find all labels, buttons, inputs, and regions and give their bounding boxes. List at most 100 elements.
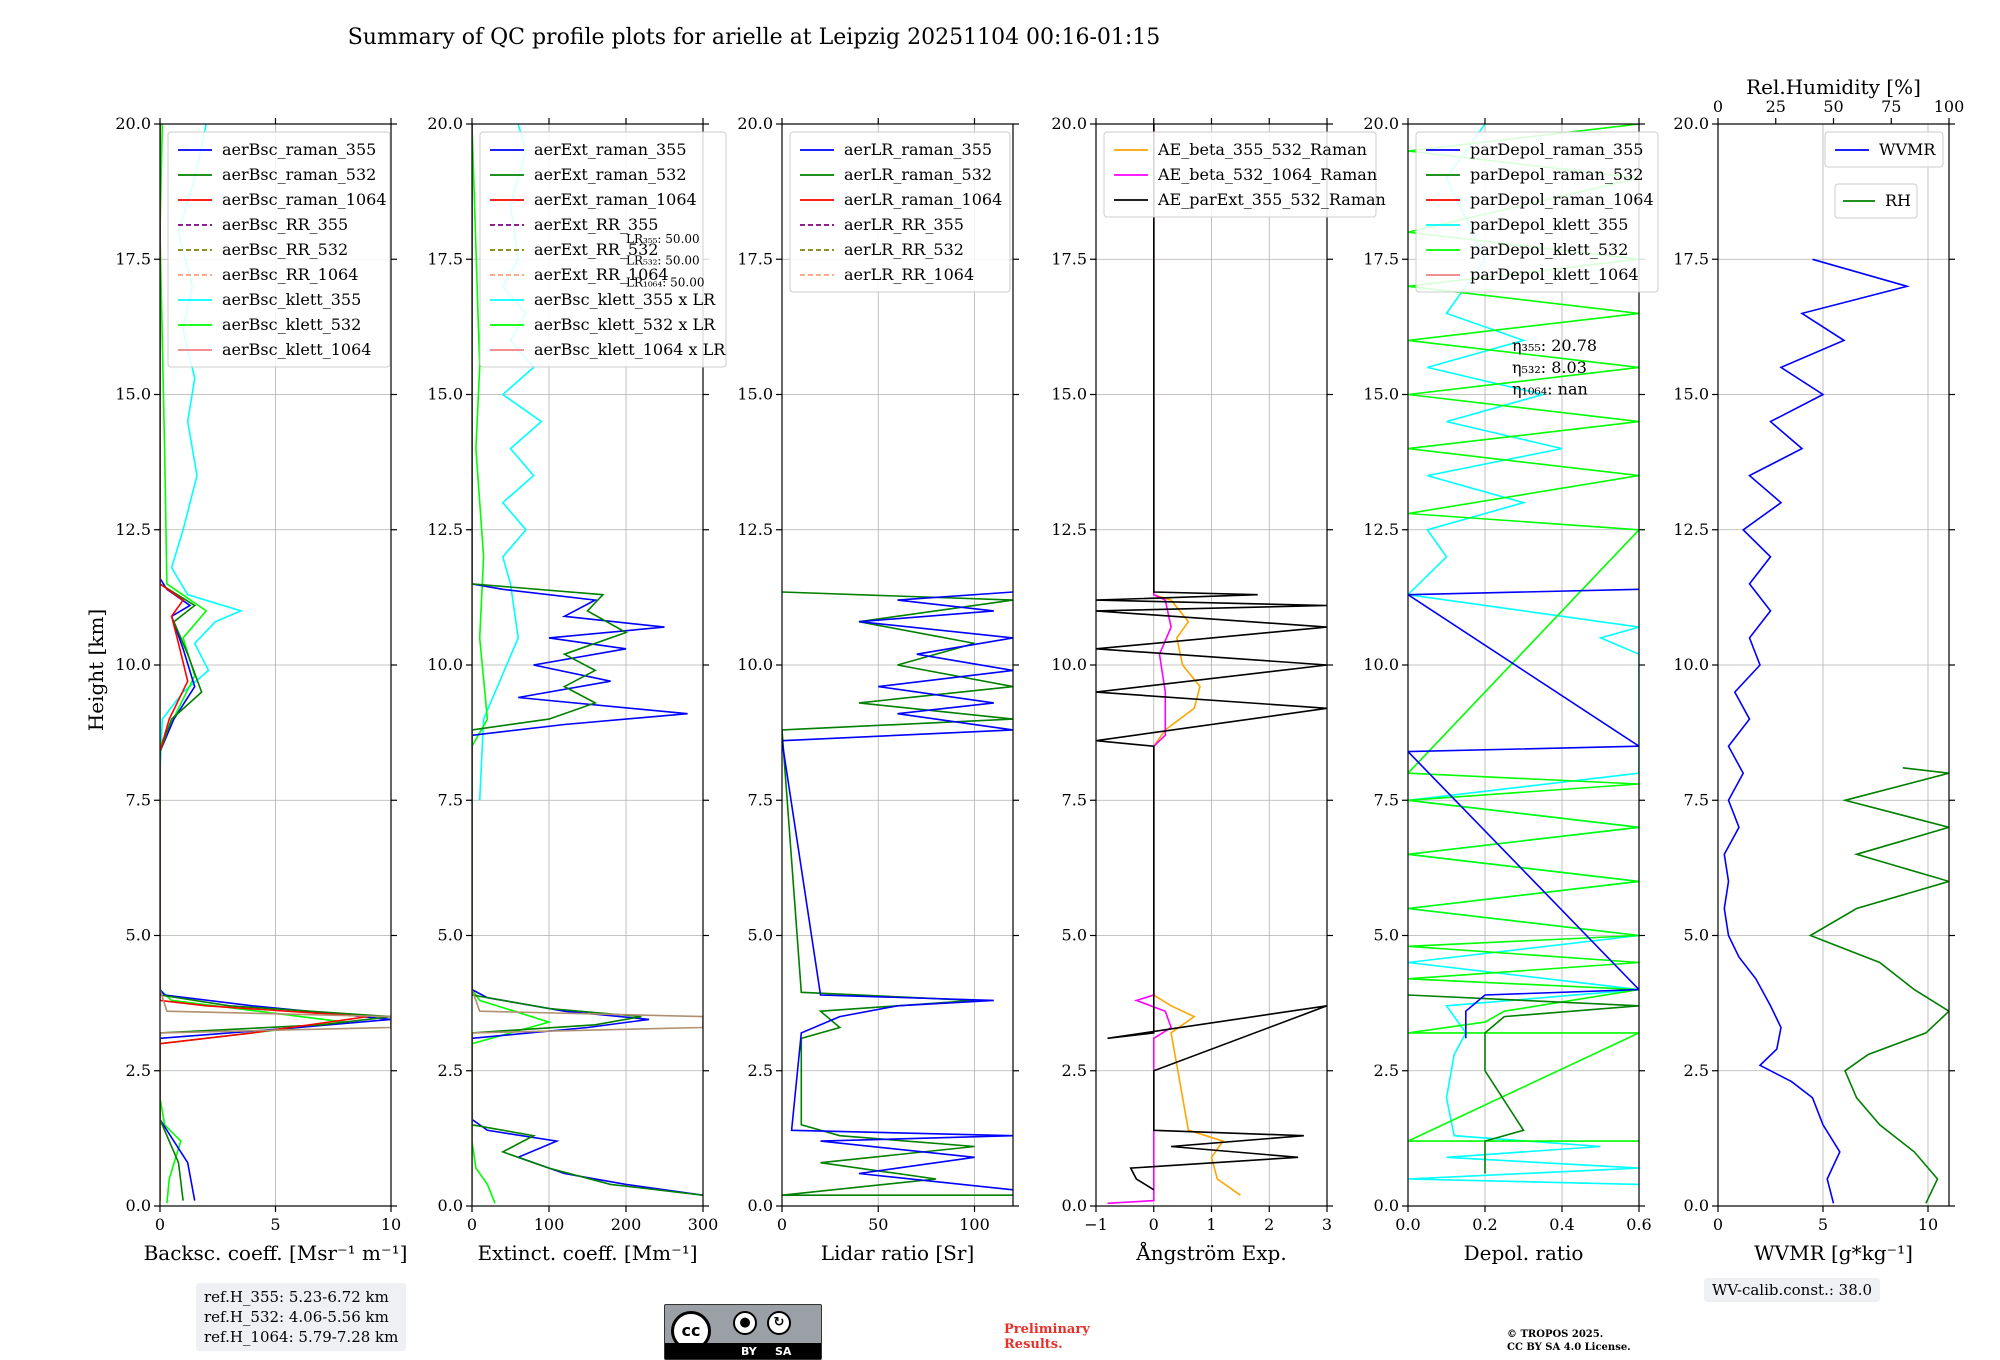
- y-tick-label: 12.5: [1051, 520, 1087, 539]
- y-tick-label: 12.5: [115, 520, 151, 539]
- y-tick-label: 5.0: [1374, 926, 1399, 945]
- y-tick-label: 15.0: [1363, 385, 1399, 404]
- y-tick-label: 5.0: [438, 926, 463, 945]
- top-axis-label: Rel.Humidity [%]: [1746, 75, 1921, 99]
- y-tick-label: 7.5: [126, 790, 151, 809]
- y-tick-label: 7.5: [1684, 790, 1709, 809]
- preliminary-note: Preliminary Results.: [1004, 1322, 1090, 1352]
- cc-license-badge[interactable]: cc ● ↻ BY SA: [664, 1304, 822, 1360]
- copyright-line-1: © TROPOS 2025.: [1507, 1329, 1604, 1340]
- top-tick-label: 50: [1823, 97, 1843, 116]
- legend-label: aerBsc_klett_355 x LR: [534, 290, 716, 309]
- y-tick-label: 20.0: [737, 114, 773, 133]
- y-tick-label: 17.5: [1363, 249, 1399, 268]
- y-tick-label: 12.5: [1673, 520, 1709, 539]
- legend-box: [479, 131, 727, 368]
- series-group-lr: [782, 591, 1013, 1196]
- y-tick-label: 17.5: [115, 249, 151, 268]
- grid-wv: [1717, 123, 1949, 1207]
- y-tick-label: 2.5: [1684, 1061, 1709, 1080]
- y-tick-label: 15.0: [115, 385, 151, 404]
- series-parDepol_klett_532: [1408, 124, 1639, 1142]
- series-aerLR_raman_355: [782, 591, 1013, 1191]
- ref-height-532: ref.H_532: 4.06-5.56 km: [204, 1308, 389, 1326]
- legend-label: aerBsc_RR_532: [222, 240, 348, 259]
- legend-box: [1103, 131, 1377, 218]
- wv-calibration-box: WV-calib.const.: 38.0: [1704, 1278, 1881, 1302]
- x-axis-label-ext: Extinct. coeff. [Mm⁻¹]: [477, 1241, 697, 1265]
- y-tick-label: 10.0: [427, 655, 463, 674]
- legend-label: aerLR_RR_355: [844, 215, 964, 234]
- legend-label: aerBsc_raman_532: [222, 165, 376, 184]
- legend-box: [167, 131, 391, 368]
- x-tick-label: 1: [1206, 1215, 1216, 1234]
- x-tick-label: −1: [1084, 1215, 1108, 1234]
- y-tick-label: 0.0: [748, 1196, 773, 1215]
- x-tick-label: 0: [777, 1215, 787, 1234]
- y-tick-label: 2.5: [438, 1061, 463, 1080]
- y-tick-label: 17.5: [1051, 249, 1087, 268]
- x-axis-label-ae: Ångström Exp.: [1135, 1240, 1286, 1265]
- legend-label: parDepol_klett_355: [1470, 215, 1628, 234]
- series-aerBsc_raman_355: [160, 124, 391, 1201]
- y-tick-label: 10.0: [1673, 655, 1709, 674]
- y-tick-label: 10.0: [737, 655, 773, 674]
- cc-badge-label-bar: [665, 1343, 821, 1359]
- preliminary-line-1: Preliminary: [1004, 1322, 1090, 1337]
- y-tick-label: 5.0: [126, 926, 151, 945]
- x-tick-label: 200: [611, 1215, 642, 1234]
- legend-label: parDepol_raman_1064: [1470, 190, 1654, 209]
- x-tick-label: 100: [959, 1215, 990, 1234]
- y-tick-label: 2.5: [748, 1061, 773, 1080]
- y-tick-label: 15.0: [1051, 385, 1087, 404]
- legend-label: aerExt_RR_532: [534, 240, 658, 259]
- y-tick-label: 20.0: [1051, 114, 1087, 133]
- y-tick-label: 2.5: [126, 1061, 151, 1080]
- annotation: LR₃₅₅: 50.00: [626, 232, 700, 246]
- legend-label: aerExt_raman_532: [534, 165, 687, 184]
- series-AE_beta_532_1064_Raman: [1107, 124, 1173, 1205]
- legend-label: AE_beta_355_532_Raman: [1157, 140, 1367, 159]
- x-axis-label-depol: Depol. ratio: [1464, 1241, 1584, 1265]
- x-tick-label: 0: [1713, 1215, 1723, 1234]
- top-tick-label: 100: [1934, 97, 1965, 116]
- legend-label: parDepol_klett_532: [1470, 240, 1628, 259]
- annotation: η₃₅₅: 20.78: [1512, 336, 1597, 355]
- top-tick-label: 0: [1713, 97, 1723, 116]
- y-tick-label: 5.0: [1684, 926, 1709, 945]
- y-tick-label: 0.0: [1684, 1196, 1709, 1215]
- sa-share-icon: ↻: [767, 1311, 791, 1335]
- panel-depol: 0.0 0.2 0.4 0.6 0.0 2.5 5.0 7.5 10.0 12.5 15.0 17.5…: [1363, 114, 1659, 1265]
- x-tick-label: 0.0: [1395, 1215, 1420, 1234]
- x-tick-label: 0: [155, 1215, 165, 1234]
- y-tick-label: 7.5: [1062, 790, 1087, 809]
- legend-label: aerBsc_RR_355: [222, 215, 348, 234]
- grid-ae: [1095, 123, 1328, 1207]
- copyright-line-2: CC BY SA 4.0 License.: [1507, 1342, 1631, 1353]
- legend-box: [1824, 131, 1944, 168]
- x-tick-label: 2: [1264, 1215, 1274, 1234]
- series-aerExt_raman_355: [472, 124, 703, 1196]
- y-tick-label: 15.0: [427, 385, 463, 404]
- legend-label: aerExt_raman_355: [534, 140, 687, 159]
- y-tick-label: 0.0: [438, 1196, 463, 1215]
- y-tick-label: 10.0: [1051, 655, 1087, 674]
- y-tick-label: 20.0: [1363, 114, 1399, 133]
- y-tick-label: 7.5: [438, 790, 463, 809]
- y-tick-label: 20.0: [115, 114, 151, 133]
- ref-height-355: ref.H_355: 5.23-6.72 km: [204, 1288, 389, 1306]
- x-tick-label: 0.2: [1472, 1215, 1497, 1234]
- preliminary-line-2: Results.: [1004, 1337, 1063, 1352]
- series-aerLR_raman_532: [782, 591, 1013, 1196]
- legend-label: RH: [1885, 191, 1911, 210]
- legend-label: WVMR: [1879, 140, 1936, 159]
- x-tick-label: 0.4: [1549, 1215, 1574, 1234]
- legend-label: aerLR_RR_532: [844, 240, 964, 259]
- cc-by-label: BY: [741, 1345, 757, 1358]
- x-tick-label: 5: [270, 1215, 280, 1234]
- x-tick-label: 300: [688, 1215, 719, 1234]
- series-parDepol_raman_532: [1408, 994, 1639, 1174]
- legend-label: parDepol_klett_1064: [1470, 265, 1639, 284]
- legend-label: aerBsc_raman_355: [222, 140, 376, 159]
